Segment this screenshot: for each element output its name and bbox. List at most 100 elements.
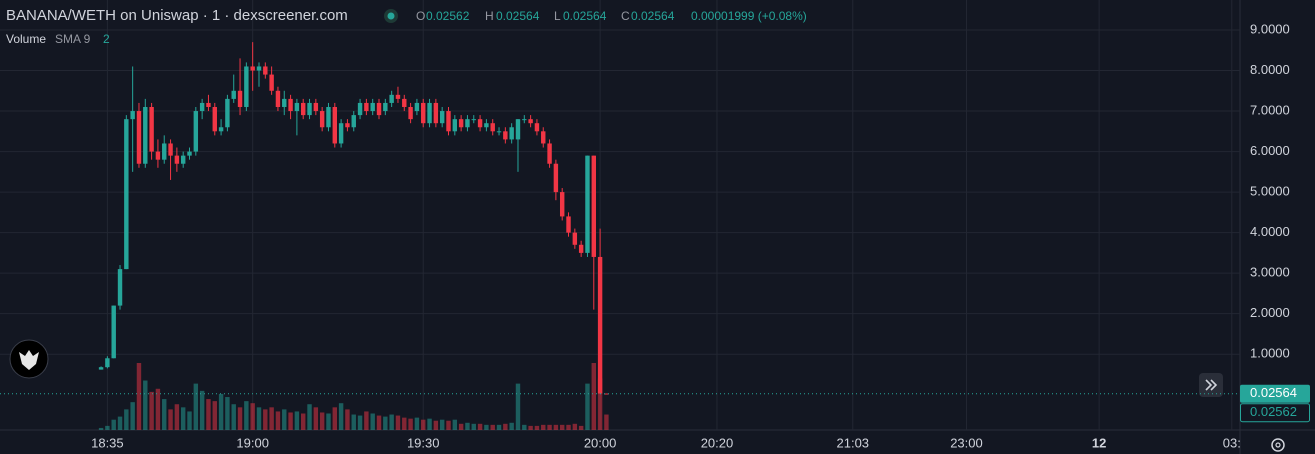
candle-body [143,106,148,164]
candle-body [187,151,192,156]
y-tick-label: 2.0000 [1250,305,1290,320]
volume-bar [111,419,116,430]
volume-bar [332,407,338,430]
volume-bar [256,407,262,430]
logo-icon[interactable] [19,350,39,370]
volume-bar [357,415,363,430]
candle-body [218,127,224,132]
volume-bar [395,415,401,430]
grid [0,0,1240,430]
volume-bar [98,427,104,430]
candle-body [553,163,559,193]
volume-bar [471,423,476,430]
volume-bar [458,423,464,430]
y-tick-label: 8.0000 [1250,62,1290,77]
volume-bar [364,411,369,430]
candle-body [509,127,514,140]
candle-body [402,98,407,107]
candle-body [465,119,470,128]
candle-body [578,244,584,253]
candle-body [244,66,249,107]
volume-bar [503,423,508,430]
volume-bar [313,407,319,430]
ohlc-value: 0.02564 [631,9,675,23]
candle-body [351,115,356,128]
candle-body [237,90,243,107]
candle-body [117,269,123,306]
candle-body [597,256,603,394]
open-price-box [1240,403,1310,423]
last-price-label: 0.02564 [1250,385,1297,400]
ohlc-label: H [485,9,494,23]
candle-body [225,98,230,128]
candle-body [591,155,596,257]
volume-bar [206,399,211,430]
y-tick-label: 3.0000 [1250,265,1290,280]
volume-bar [187,411,192,430]
volume-bar [250,403,255,430]
volume-bar [477,423,483,430]
chart-title: BANANA/WETH on Uniswap · 1 · dexscreener… [6,7,348,24]
volume-bar [433,420,439,430]
candle-body [124,119,129,270]
candle-body [414,102,420,112]
volume-bar [300,413,306,430]
volume-bar [124,409,129,430]
candle-body [452,119,458,132]
settings-button[interactable] [1271,438,1285,452]
volume-bar [509,422,514,430]
candle-body [180,155,186,164]
volume-bar [231,404,236,430]
status-dot [387,12,395,20]
volume-bar [105,425,110,430]
candle-body [319,111,325,128]
ohlc-value: 0.02564 [563,9,607,23]
candle-body [155,151,161,160]
candle-body [263,66,268,75]
y-tick-label: 7.0000 [1250,102,1290,117]
volume-bar [553,424,559,430]
volume-bar [282,409,287,430]
candle-body [604,393,609,395]
candle-body [522,119,527,121]
volume-bar [199,390,205,430]
logo[interactable] [9,339,49,379]
candle-body [547,143,552,164]
volume-bar [446,420,451,430]
candle-body [332,106,338,144]
candle-body [559,192,565,217]
volume-bar [402,417,407,430]
scroll-icon[interactable] [1205,379,1218,391]
candle-body [250,66,255,71]
x-tick-label: 21:03 [837,435,870,450]
x-tick-label: 23:00 [950,435,983,450]
x-tick-label: 20:20 [701,435,734,450]
volume-bar [193,383,199,430]
volume-bar [585,383,590,430]
settings-icon[interactable] [1275,442,1281,448]
volume-bar [452,419,458,430]
open-price-label: 0.02562 [1250,404,1297,419]
candle-body [395,94,401,99]
volume-legend: Volume [6,32,46,46]
ohlc-header: O 0.02562 H 0.02564 L 0.02564 C 0.02564 … [416,9,807,23]
volume-bar [162,399,167,430]
settings-icon[interactable] [1271,438,1285,452]
volume-indicator: SMA 9 [55,32,91,46]
x-tick-label: 19:30 [407,435,440,450]
volume-bar [263,409,268,430]
candle-body [111,305,116,359]
scroll-button[interactable] [1199,373,1223,397]
x-tick-label: 19:00 [236,435,269,450]
x-tick-label: 12 [1092,435,1106,450]
volume-bar [218,393,224,430]
ohlc-label: C [621,9,630,23]
candle-body [515,119,521,140]
volume-bar [244,401,249,430]
candle-body [477,119,483,128]
volume-bar [566,424,571,430]
volume-bar [389,414,394,430]
candle-body [541,131,546,144]
volume-bar [180,407,186,430]
volume-bar [496,424,502,430]
